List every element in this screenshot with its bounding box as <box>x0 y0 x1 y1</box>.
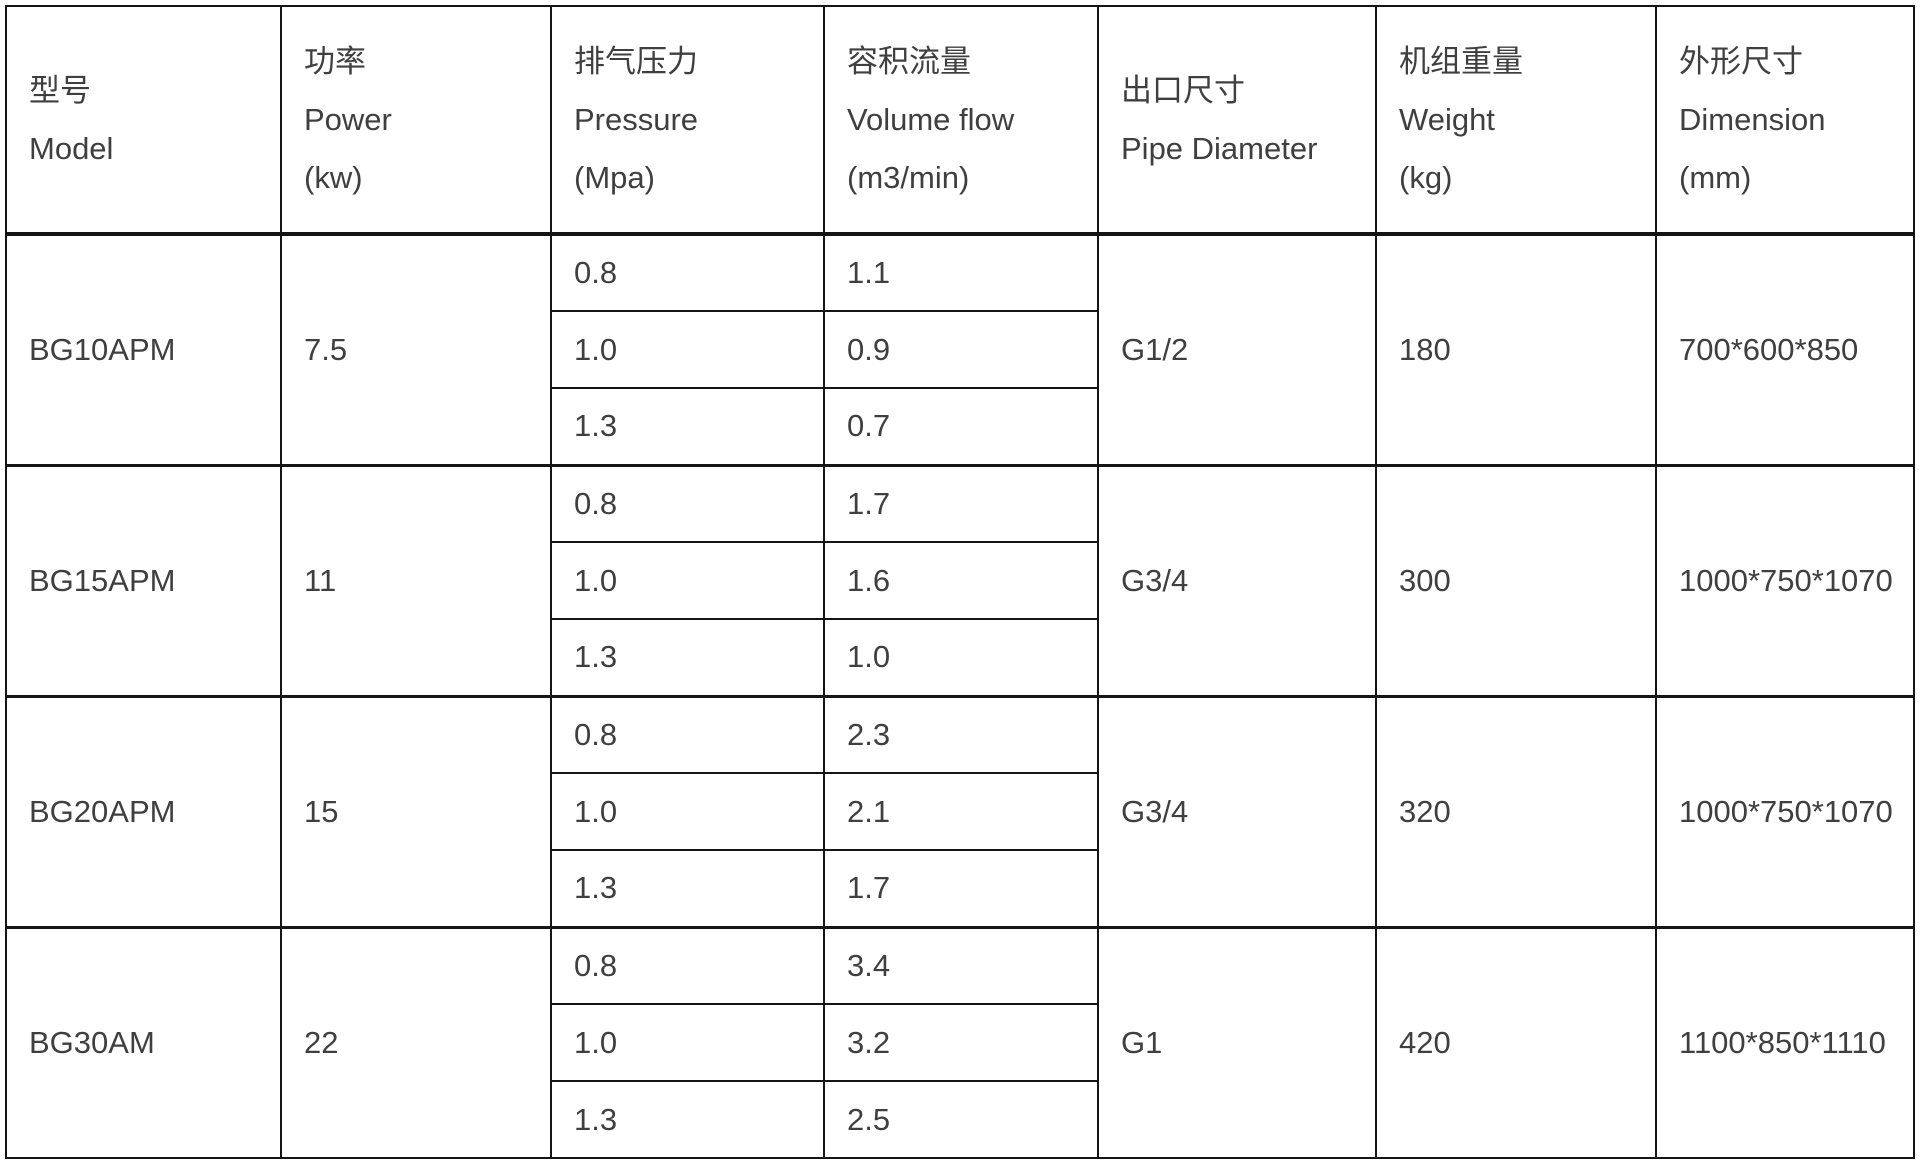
header-dimension-en: Dimension <box>1679 101 1826 137</box>
col-header-weight: 机组重量 Weight (kg) <box>1375 5 1657 236</box>
pipe-cell: G1/2 <box>1097 232 1377 466</box>
table-subrow: 1.3 2.5 <box>6 1080 1914 1159</box>
flow-cell: 1.1 <box>823 232 1099 312</box>
table-subrow: 1.3 1.0 <box>6 618 1914 697</box>
pressure-cell: 0.8 <box>550 694 825 774</box>
col-header-model: 型号 Model <box>5 5 282 236</box>
pressure-cell: 1.3 <box>550 1080 825 1159</box>
header-volume-flow-zh: 容积流量 <box>847 43 971 79</box>
table-row: BG10APM 7.5 0.8 1.1 G1/2 180 700*600*850 <box>5 232 1915 466</box>
header-pipe-zh: 出口尺寸 <box>1121 72 1245 108</box>
col-header-pressure: 排气压力 Pressure (Mpa) <box>550 5 825 236</box>
dimension-cell: 700*600*850 <box>1655 232 1915 466</box>
header-model-zh: 型号 <box>29 72 91 108</box>
pipe-cell: G3/4 <box>1097 463 1377 697</box>
pressure-cell: 1.0 <box>550 1003 825 1082</box>
header-model-en: Model <box>29 130 114 166</box>
flow-cell: 0.9 <box>823 310 1099 389</box>
col-header-dimension: 外形尺寸 Dimension (mm) <box>1655 5 1915 236</box>
header-pressure-zh: 排气压力 <box>574 43 698 79</box>
pressure-cell: 1.0 <box>550 772 825 851</box>
col-header-volume-flow: 容积流量 Volume flow (m3/min) <box>823 5 1099 236</box>
weight-cell: 180 <box>1375 232 1657 466</box>
pressure-cell: 0.8 <box>550 232 825 312</box>
pressure-cell: 0.8 <box>550 463 825 543</box>
pressure-cell: 1.3 <box>550 618 825 697</box>
table-row: BG20APM 15 0.8 2.3 G3/4 320 1000*750*107… <box>5 694 1915 928</box>
header-power-en: Power <box>304 101 392 137</box>
weight-cell: 300 <box>1375 463 1657 697</box>
flow-cell: 3.2 <box>823 1003 1099 1082</box>
pressure-cell: 1.3 <box>550 387 825 466</box>
dimension-cell: 1100*850*1110 <box>1655 925 1915 1159</box>
header-dimension-unit: (mm) <box>1679 159 1752 195</box>
pipe-cell: G3/4 <box>1097 694 1377 928</box>
table-subrow: 1.0 2.1 <box>6 772 1914 851</box>
weight-cell: 320 <box>1375 694 1657 928</box>
table-row: BG15APM 11 0.8 1.7 G3/4 300 1000*750*107… <box>5 463 1915 697</box>
col-header-power: 功率 Power (kw) <box>280 5 552 236</box>
flow-cell: 1.0 <box>823 618 1099 697</box>
flow-cell: 1.7 <box>823 849 1099 928</box>
flow-cell: 2.5 <box>823 1080 1099 1159</box>
pressure-cell: 1.0 <box>550 541 825 620</box>
header-pipe-en: Pipe Diameter <box>1121 130 1318 166</box>
table-subrow: 1.3 0.7 <box>6 387 1914 466</box>
header-dimension-zh: 外形尺寸 <box>1679 43 1803 79</box>
model-cell: BG15APM <box>5 463 282 697</box>
model-cell: BG30AM <box>5 925 282 1159</box>
compressor-spec-table: 型号 Model 功率 Power (kw) 排气压力 Pressure (Mp… <box>5 5 1915 1159</box>
flow-cell: 2.3 <box>823 694 1099 774</box>
pressure-cell: 1.3 <box>550 849 825 928</box>
power-cell: 22 <box>280 925 552 1159</box>
table-subrow: 1.0 3.2 <box>6 1003 1914 1082</box>
table-row: BG30AM 22 0.8 3.4 G1 420 1100*850*1110 <box>5 925 1915 1159</box>
flow-cell: 1.6 <box>823 541 1099 620</box>
power-cell: 11 <box>280 463 552 697</box>
header-weight-en: Weight <box>1399 101 1495 137</box>
flow-cell: 3.4 <box>823 925 1099 1005</box>
header-pressure-unit: (Mpa) <box>574 159 655 195</box>
table-subrow: 1.0 0.9 <box>6 310 1914 389</box>
power-cell: 15 <box>280 694 552 928</box>
header-weight-zh: 机组重量 <box>1399 43 1523 79</box>
model-cell: BG20APM <box>5 694 282 928</box>
dimension-cell: 1000*750*1070 <box>1655 694 1915 928</box>
flow-cell: 2.1 <box>823 772 1099 851</box>
header-volume-flow-unit: (m3/min) <box>847 159 970 195</box>
header-row: 型号 Model 功率 Power (kw) 排气压力 Pressure (Mp… <box>5 5 1915 236</box>
model-cell: BG10APM <box>5 232 282 466</box>
weight-cell: 420 <box>1375 925 1657 1159</box>
header-weight-unit: (kg) <box>1399 159 1453 195</box>
dimension-cell: 1000*750*1070 <box>1655 463 1915 697</box>
power-cell: 7.5 <box>280 232 552 466</box>
pressure-cell: 0.8 <box>550 925 825 1005</box>
table-subrow: 1.0 1.6 <box>6 541 1914 620</box>
flow-cell: 1.7 <box>823 463 1099 543</box>
header-pressure-en: Pressure <box>574 101 699 137</box>
flow-cell: 0.7 <box>823 387 1099 466</box>
header-power-unit: (kw) <box>304 159 363 195</box>
pressure-cell: 1.0 <box>550 310 825 389</box>
pipe-cell: G1 <box>1097 925 1377 1159</box>
header-power-zh: 功率 <box>304 43 366 79</box>
header-volume-flow-en: Volume flow <box>847 101 1015 137</box>
table-subrow: 1.3 1.7 <box>6 849 1914 928</box>
col-header-pipe-diameter: 出口尺寸 Pipe Diameter <box>1097 5 1377 236</box>
